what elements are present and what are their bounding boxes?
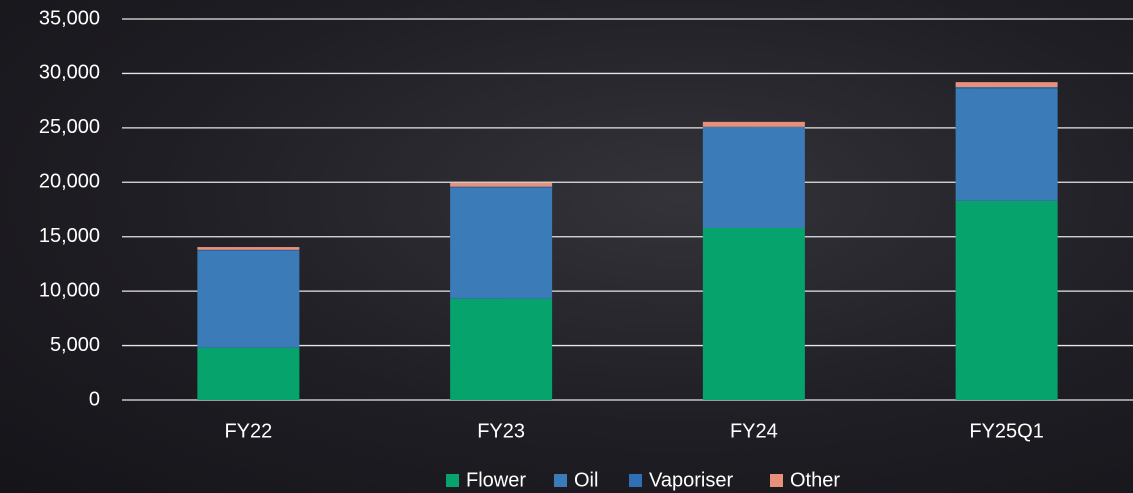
bar-segment — [450, 182, 553, 187]
legend-label: Oil — [574, 469, 598, 491]
y-tick-label: 25,000 — [39, 116, 100, 138]
bar-segment — [450, 187, 553, 299]
x-tick-label: FY22 — [224, 420, 272, 442]
legend-label: Vaporiser — [649, 469, 733, 491]
bar-segment — [197, 249, 300, 251]
bar-segment — [955, 82, 1058, 88]
legend-swatch — [770, 474, 783, 487]
y-tick-label: 30,000 — [39, 62, 100, 84]
y-tick-label: 10,000 — [39, 279, 100, 301]
y-tick-label: 5,000 — [50, 334, 100, 356]
legend-swatch — [446, 474, 459, 487]
y-tick-label: 15,000 — [39, 225, 100, 247]
legend-swatch — [554, 474, 567, 487]
legend-label: Flower — [466, 469, 526, 491]
legend-swatch — [629, 474, 642, 487]
bar-segment — [955, 88, 1058, 201]
x-tick-label: FY23 — [477, 420, 525, 442]
bar-segment — [955, 87, 1058, 89]
legend-label: Other — [790, 469, 840, 491]
bar-segment — [702, 126, 805, 128]
bar-segment — [702, 127, 805, 229]
bar-segment — [450, 298, 553, 400]
bar-segment — [197, 247, 300, 250]
bar-segment — [702, 228, 805, 400]
bar-segment — [702, 121, 805, 127]
bar-segment — [955, 200, 1058, 400]
y-tick-label: 0 — [89, 388, 100, 410]
x-tick-label: FY25Q1 — [969, 420, 1043, 442]
x-tick-label: FY24 — [730, 420, 778, 442]
bar-segment — [197, 347, 300, 400]
y-tick-label: 20,000 — [39, 171, 100, 193]
bar-segment — [450, 186, 553, 188]
y-tick-label: 35,000 — [39, 7, 100, 29]
bar-segment — [197, 250, 300, 348]
